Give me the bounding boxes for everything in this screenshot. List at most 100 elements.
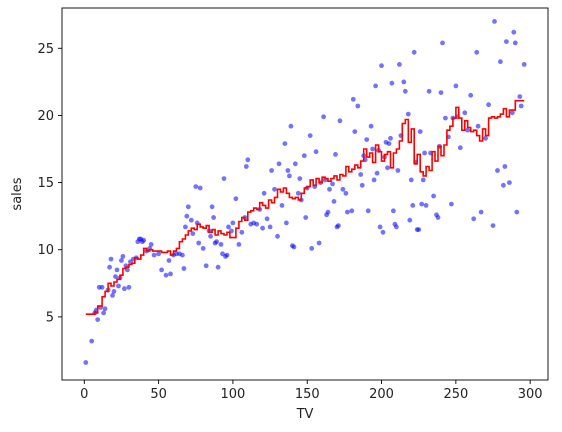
scatter-point xyxy=(208,233,214,239)
scatter-point xyxy=(331,199,337,204)
scatter-point xyxy=(411,49,417,55)
scatter-point xyxy=(111,289,117,294)
scatter-point xyxy=(285,168,291,173)
scatter-point xyxy=(401,79,407,85)
scatter-point xyxy=(99,284,105,290)
scatter-point xyxy=(215,264,221,270)
scatter-point xyxy=(495,168,500,173)
scatter-point xyxy=(221,176,227,182)
scatter-point xyxy=(279,203,285,208)
x-tick-label: 200 xyxy=(369,387,394,402)
scatter-point xyxy=(188,217,194,223)
scatter-point xyxy=(321,114,326,120)
scatter-point xyxy=(355,103,361,109)
scatter-point xyxy=(478,209,484,215)
scatter-point xyxy=(102,306,108,312)
axes-frame xyxy=(61,7,549,381)
scatter-point xyxy=(284,220,289,226)
scatter-point xyxy=(371,177,377,183)
scatter-point xyxy=(233,196,239,202)
scatter-point xyxy=(410,203,416,208)
scatter-point xyxy=(507,180,512,186)
scatter-point xyxy=(423,203,429,208)
x-tick-label: 100 xyxy=(221,387,246,402)
scatter-point xyxy=(408,177,414,183)
scatter-point xyxy=(180,252,185,258)
scatter-point xyxy=(193,184,199,190)
scatter-point xyxy=(325,209,331,215)
scatter-point xyxy=(345,209,350,215)
scatter-point xyxy=(159,267,165,273)
x-axis-label: TV xyxy=(296,407,314,422)
scatter-point xyxy=(239,229,245,235)
scatter-point xyxy=(218,242,224,247)
scatter-point xyxy=(307,133,313,139)
scatter-point xyxy=(504,39,509,44)
scatter-point xyxy=(230,220,236,226)
scatter-point xyxy=(431,193,436,199)
scatter-point xyxy=(185,204,191,210)
scatter-point xyxy=(287,173,292,179)
scatter-point xyxy=(254,221,260,227)
scatter-point xyxy=(261,190,267,196)
scatter-point xyxy=(379,63,384,69)
scatter-point xyxy=(141,237,147,243)
scatter-point xyxy=(122,286,127,292)
scatter-point xyxy=(116,283,121,289)
scatter-point xyxy=(224,252,230,258)
scatter-point xyxy=(373,83,378,89)
scatter-point xyxy=(359,182,365,188)
scatter-point xyxy=(337,118,343,124)
scatter-point xyxy=(214,239,220,245)
scatter-point xyxy=(126,284,132,290)
scatter-point xyxy=(245,157,251,163)
scatter-point xyxy=(303,215,309,220)
scatter-point xyxy=(498,59,503,65)
scatter-point xyxy=(183,224,188,230)
x-tick-label: 50 xyxy=(150,387,167,402)
scatter-point xyxy=(336,223,341,229)
scatter-point xyxy=(402,88,408,94)
scatter-point xyxy=(168,271,173,277)
scatter-point xyxy=(457,145,463,151)
x-tick-label: 150 xyxy=(295,387,320,402)
scatter-point xyxy=(486,102,491,108)
scatter-point xyxy=(209,204,215,210)
scatter-point xyxy=(95,317,101,322)
scatter-point xyxy=(501,182,506,188)
scatter-point xyxy=(420,177,426,183)
scatter-point xyxy=(490,223,496,229)
scatter-point xyxy=(282,141,288,147)
scatter-point xyxy=(518,103,524,109)
scatter-point xyxy=(416,227,422,233)
scatter-point xyxy=(295,190,301,196)
scatter-point xyxy=(89,338,95,344)
scatter-point xyxy=(435,215,441,220)
plot-content xyxy=(83,19,527,365)
scatter-point xyxy=(512,40,518,46)
scatter-point xyxy=(292,161,298,167)
scatter-point xyxy=(370,146,375,152)
scatter-point xyxy=(190,231,196,237)
scatter-point xyxy=(391,208,396,214)
scatter-point xyxy=(181,266,187,271)
scatter-point xyxy=(468,92,474,98)
scatter-point xyxy=(120,254,126,259)
scatter-point xyxy=(350,96,356,102)
scatter-point xyxy=(395,168,401,173)
scatter-point xyxy=(377,224,383,230)
scatter-point xyxy=(438,90,444,95)
scatter-point xyxy=(83,360,89,365)
scatter-point xyxy=(453,83,459,89)
scatter-point xyxy=(368,123,374,129)
y-tick-label: 20 xyxy=(37,109,54,124)
scatter-point xyxy=(113,274,118,279)
scatter-point xyxy=(502,164,508,169)
scatter-point xyxy=(394,224,399,230)
y-tick-label: 5 xyxy=(46,310,54,325)
scatter-point xyxy=(203,263,209,269)
scatter-point xyxy=(349,208,355,214)
scatter-point xyxy=(151,252,157,258)
scatter-point xyxy=(511,29,517,35)
x-tick-label: 0 xyxy=(80,387,88,402)
